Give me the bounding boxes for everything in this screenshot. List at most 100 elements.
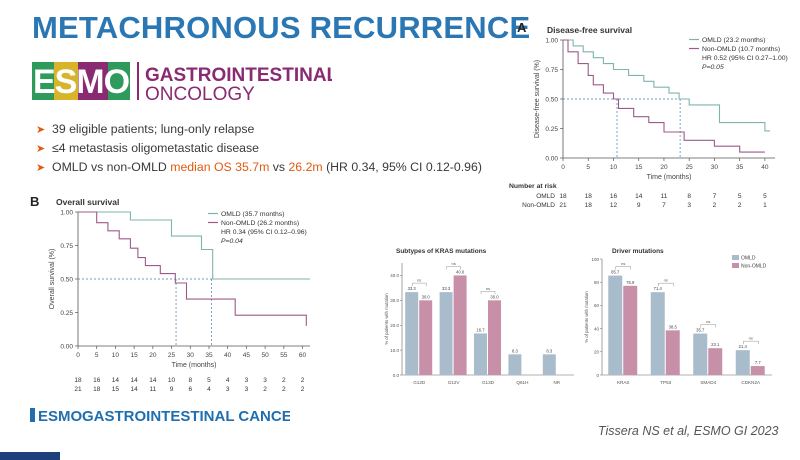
risk-value: 4 (207, 386, 211, 393)
legend-swatch-omld (732, 255, 739, 260)
x-tick-label: 25 (168, 352, 176, 359)
y-tick-label: 30.0 (390, 298, 399, 303)
bar-omld (693, 333, 708, 375)
bar-omld (650, 292, 665, 375)
bar-omld (608, 275, 623, 375)
significance-label: ns (451, 261, 455, 266)
bullet-item: ➤ 39 eligible patients; lung-only relaps… (36, 122, 476, 141)
footer-logo-graphic: ESMO GASTROINTESTINAL CANCERS (30, 408, 313, 425)
risk-value: 2 (263, 386, 267, 393)
significance-bracket (700, 324, 716, 328)
risk-value: 11 (661, 193, 668, 200)
bar-omld (474, 333, 487, 375)
x-tick-label: 5 (95, 352, 99, 359)
x-tick-label: 40 (761, 164, 769, 171)
x-tick-label: 50 (261, 352, 269, 359)
category-label: TP53 (660, 380, 671, 385)
risk-value: 14 (635, 193, 643, 200)
risk-value: 2 (713, 202, 717, 209)
legend-omld: OMLD (741, 256, 756, 262)
y-tick-label: 0.0 (393, 373, 400, 378)
significance-label: ns (749, 336, 753, 341)
chart-title: Driver mutations (612, 248, 664, 255)
omld-survival-curve (563, 39, 770, 132)
arrow-icon: ➤ (36, 143, 46, 155)
bullet-text-pre: OMLD vs non-OMLD (52, 160, 171, 174)
risk-value: 18 (585, 202, 593, 209)
bar-non-omld (419, 300, 433, 375)
risk-value: 10 (168, 377, 176, 384)
category-label: G13D (482, 380, 495, 385)
bar-omld (439, 292, 453, 375)
bar-omld (735, 350, 750, 375)
category-label: CDKN2A (741, 380, 761, 385)
x-tick-label: 5 (586, 164, 590, 171)
category-label: G12V (448, 380, 461, 385)
risk-value: 2 (301, 386, 305, 393)
x-tick-label: 30 (711, 164, 719, 171)
y-tick-label: 0.25 (545, 126, 558, 133)
bullet-item: ➤ ≤4 metastasis oligometastatic disease (36, 141, 476, 160)
y-axis-label: Disease-free survival (%) (534, 60, 541, 138)
y-axis-label: Overall survival (%) (49, 249, 56, 310)
bar-value-label: 35.7 (696, 328, 705, 333)
risk-value: 2 (301, 377, 305, 384)
x-tick-label: 10 (610, 164, 618, 171)
y-tick-label: 10.0 (390, 348, 399, 353)
y-tick-label: 80 (594, 280, 600, 285)
bullet-highlight-os: median OS 35.7m (170, 160, 270, 174)
risk-value: 5 (207, 377, 211, 384)
slide-title: METACHRONOUS RECURRENCE (32, 10, 531, 45)
risk-value: 11 (149, 386, 156, 393)
logo-line2: ONCOLOGY (145, 84, 255, 105)
risk-value: 16 (93, 377, 101, 384)
y-tick-label: 40 (594, 326, 600, 331)
risk-value: 8 (687, 193, 691, 200)
bar-value-label: 33.3 (408, 286, 417, 291)
significance-label: ns (486, 286, 490, 291)
bar-non-omld (453, 275, 467, 375)
bar-value-label: 23.1 (711, 342, 720, 347)
risk-value: 18 (93, 386, 101, 393)
risk-value: 15 (112, 386, 120, 393)
citation: Tissera NS et al, ESMO GI 2023 (598, 424, 779, 438)
legend-swatch-non-omld (732, 263, 739, 268)
risk-value: 18 (585, 193, 593, 200)
bullet-text: OMLD vs non-OMLD median OS 35.7m vs 26.2… (52, 160, 482, 174)
x-tick-label: 30 (187, 352, 195, 359)
risk-value: 6 (188, 386, 192, 393)
bar-value-label: 76.9 (626, 280, 635, 285)
risk-row-label: OMLD (536, 193, 555, 200)
legend-p-value: P=0.04 (221, 238, 243, 245)
y-tick-label: 1.00 (545, 38, 558, 45)
significance-bracket (658, 282, 674, 287)
arrow-icon: ➤ (36, 124, 46, 136)
x-tick-label: 55 (280, 352, 288, 359)
bullet-text-mid: vs (269, 160, 289, 174)
y-tick-label: 20 (594, 350, 600, 355)
y-axis-label: % of patients with mutation (384, 293, 389, 345)
y-tick-label: 40.0 (390, 273, 399, 278)
driver-mutations-chart: Driver mutations 0 20 40 60 80 100 % of patient… (584, 248, 772, 385)
risk-value: 3 (226, 386, 230, 393)
risk-value: 14 (131, 377, 139, 384)
esmo-wordmark: ESMO (32, 62, 131, 101)
bar-value-label: 8.3 (546, 348, 552, 353)
bullet-text-post: (HR 0.34, 95% CI 0.12-0.96) (322, 160, 482, 174)
chart-title: Subtypes of KRAS mutations (396, 248, 487, 255)
bar-value-label: 7.7 (755, 360, 761, 365)
bar-omld (542, 354, 556, 375)
risk-value: 4 (226, 377, 230, 384)
risk-value: 7 (713, 193, 717, 200)
bullet-list: ➤ 39 eligible patients; lung-only relaps… (36, 122, 482, 179)
significance-label: ns (417, 278, 421, 283)
bar-value-label: 30.0 (490, 294, 499, 299)
significance-bracket (615, 266, 631, 270)
bullet-text: 39 eligible patients; lung-only relapse (52, 122, 255, 136)
panel-label: A (517, 20, 527, 35)
legend-non-omld: Non-OMLD (10.7 months) (702, 46, 780, 53)
significance-bracket (412, 282, 427, 287)
x-tick-label: 35 (205, 352, 213, 359)
significance-label: ns (706, 319, 710, 324)
kras-subtypes-chart: Subtypes of KRAS mutations 0.0 10.0 20.0 30.… (384, 248, 574, 385)
